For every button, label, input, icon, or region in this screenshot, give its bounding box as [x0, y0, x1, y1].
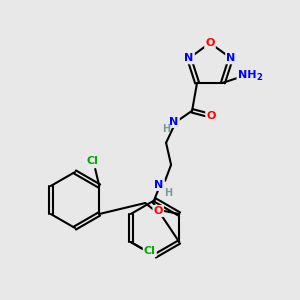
Text: NH: NH: [238, 70, 256, 80]
Text: Cl: Cl: [86, 156, 98, 166]
Text: Cl: Cl: [144, 246, 156, 256]
Text: N: N: [154, 180, 164, 190]
Text: N: N: [169, 117, 179, 127]
Text: 2: 2: [256, 73, 262, 82]
Text: H: H: [162, 124, 170, 134]
Text: N: N: [184, 53, 194, 63]
Text: O: O: [206, 111, 216, 121]
Text: O: O: [154, 206, 163, 216]
Text: N: N: [226, 53, 236, 63]
Text: O: O: [205, 38, 215, 48]
Text: H: H: [164, 188, 172, 198]
